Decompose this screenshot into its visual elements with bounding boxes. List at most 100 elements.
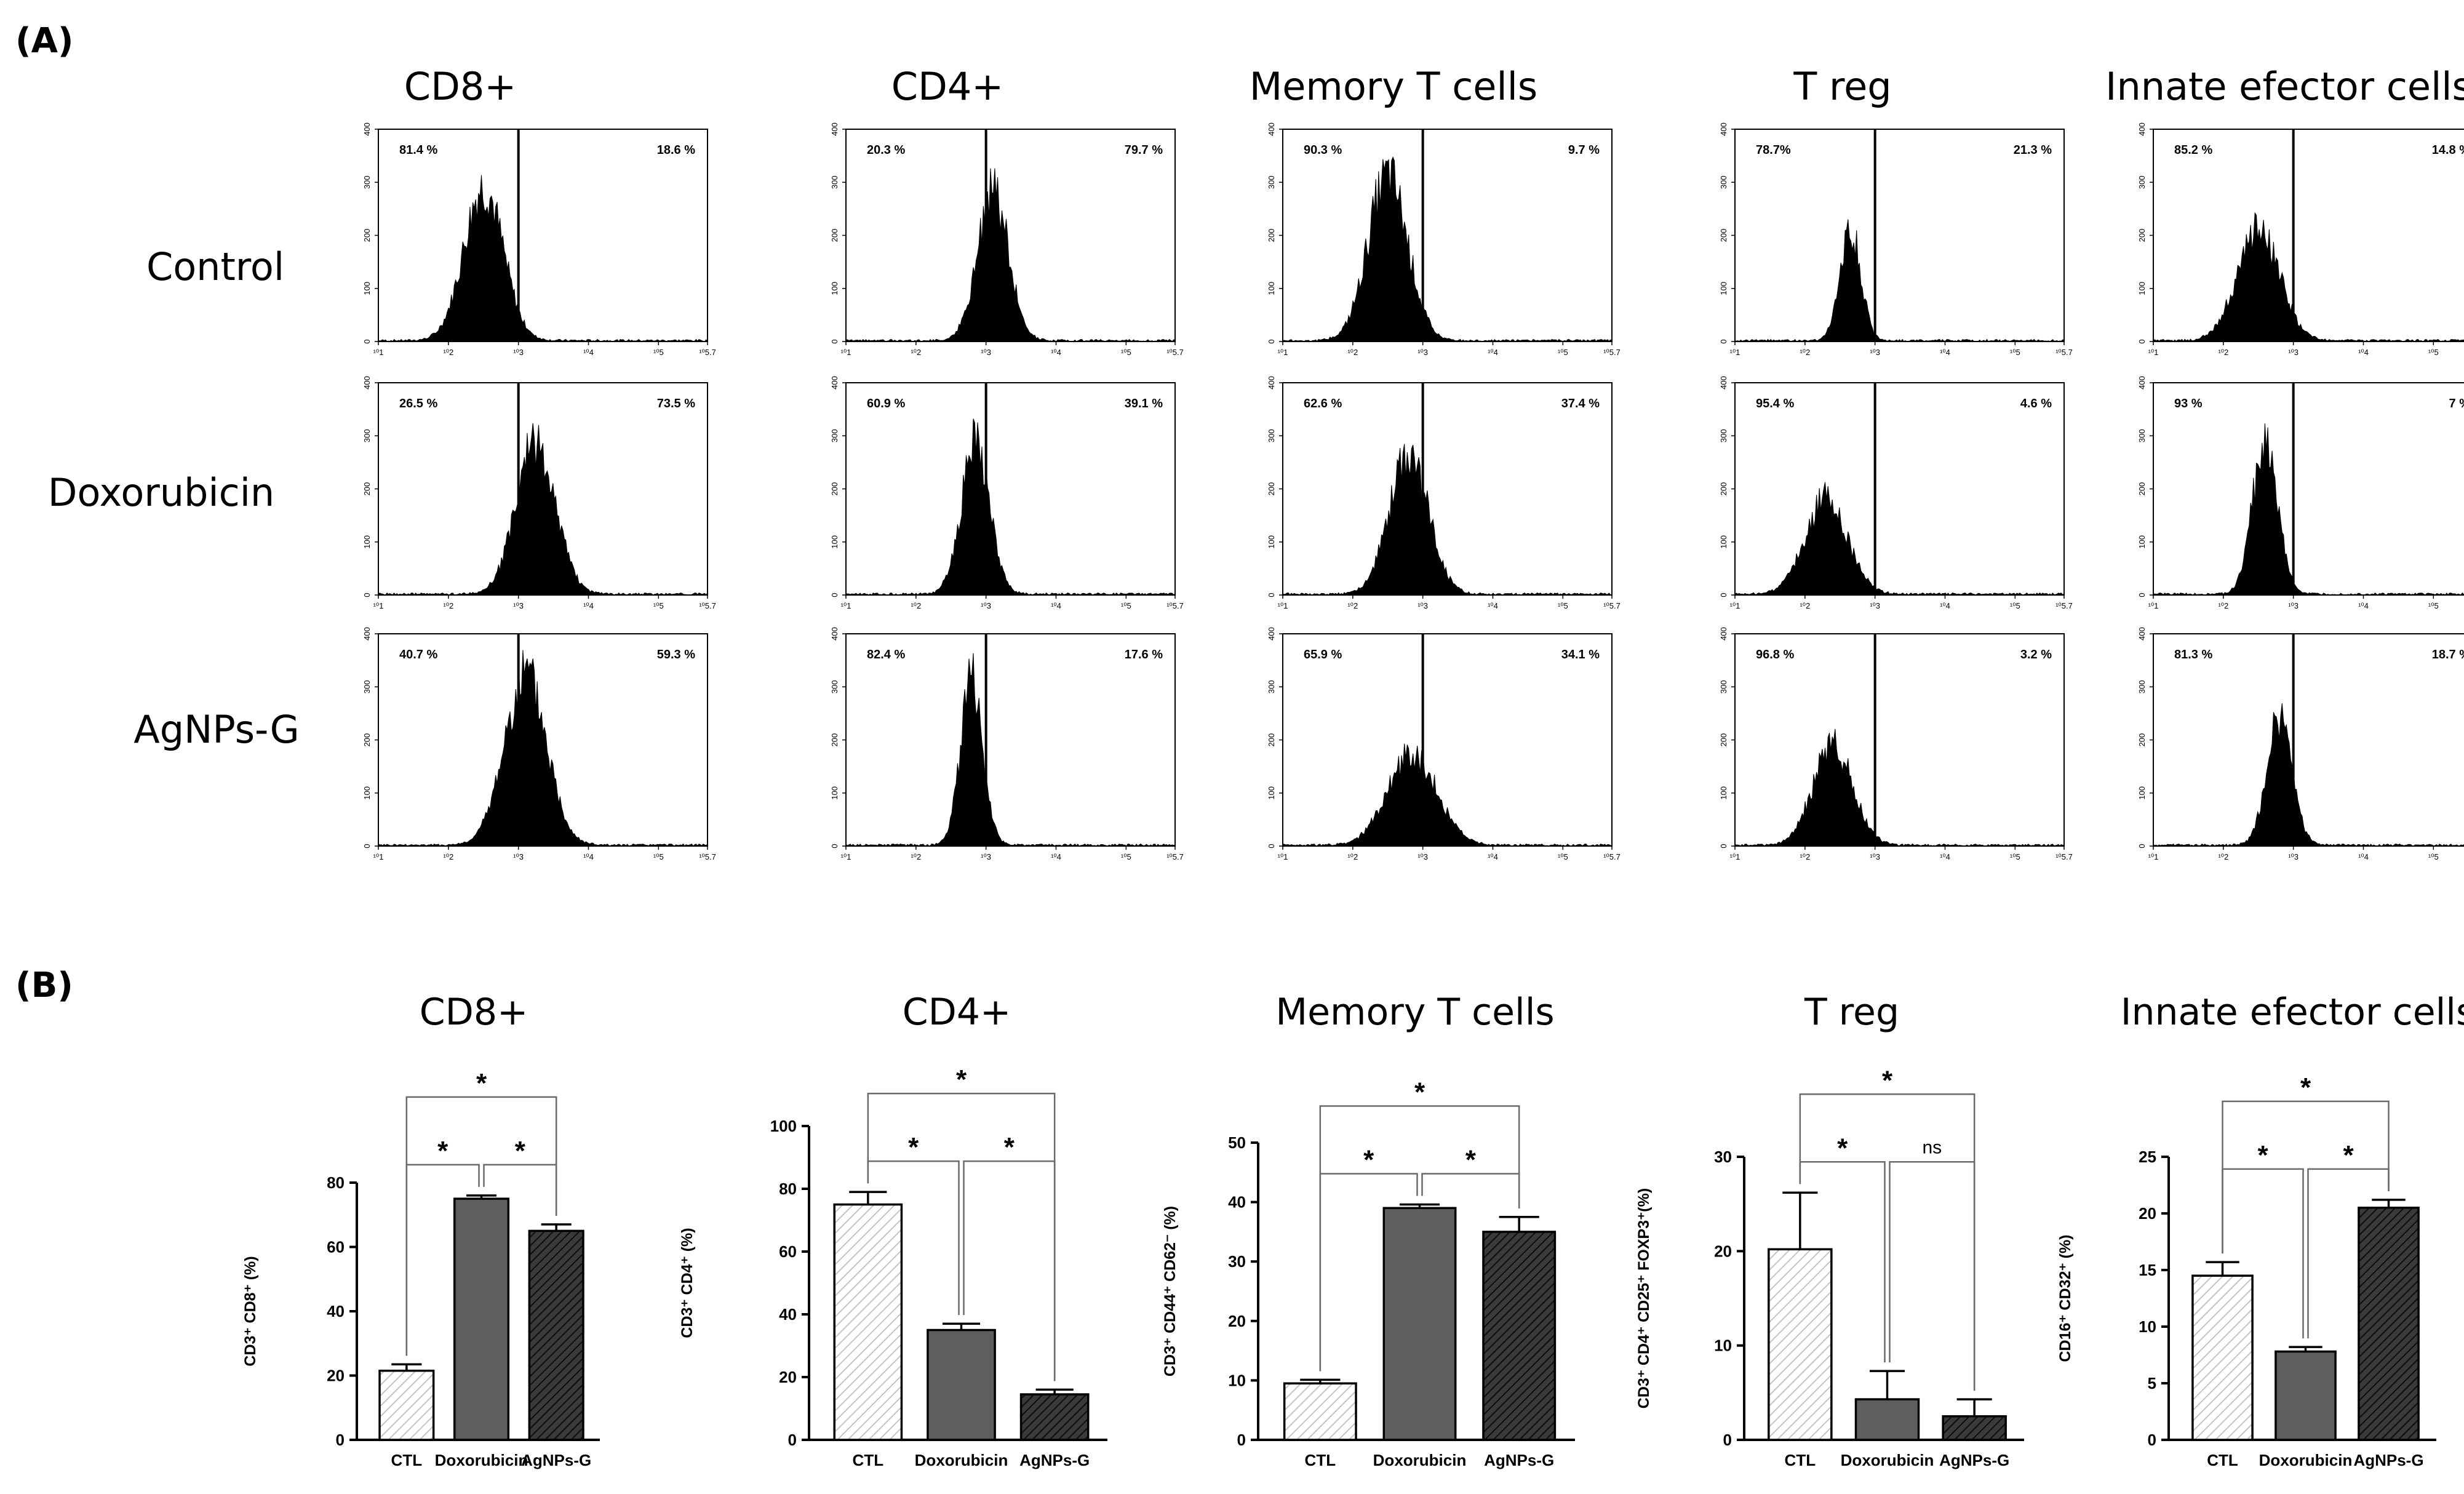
histogram-y-tick-label: 300 [2137,429,2147,442]
histogram-x-tick-label: ¹⁰2 [1347,601,1358,610]
significance-label: * [1837,1133,1848,1163]
histogram-y-tick-label: 0 [2137,593,2147,597]
histogram-y-tick-label: 400 [2137,376,2147,389]
significance-bracket [1889,1161,1976,1391]
histogram-x-tick-label: ¹⁰5.7 [1603,601,1621,610]
significance-label: * [1004,1132,1015,1162]
histogram-row-labels: Control Doxorubicin AgNPs-G [48,244,300,752]
histogram-frame [2153,633,2464,847]
histogram-x-tick-label: ¹⁰4 [1051,601,1061,610]
histogram-x-tick-label: ¹⁰1 [841,601,851,610]
histogram-frame [2153,129,2464,342]
y-tick-label: 20 [779,1368,797,1386]
histogram-y-tick-label: 300 [1267,680,1276,693]
histogram-x-tick-label: ¹⁰2 [1347,348,1358,357]
histogram-x-tick-label: ¹⁰5.7 [699,601,716,610]
histogram-x-tick-label: ¹⁰3 [2288,601,2299,610]
x-tick-label: Doxorubicin [1373,1451,1467,1469]
gate-right-percent: 14.8 % [2432,143,2464,157]
significance-label: * [908,1132,919,1162]
histogram-x-tick-label: ¹⁰5 [1558,601,1568,610]
histogram-x-tick-label: ¹⁰1 [2148,348,2159,357]
significance-label: ns [1922,1137,1942,1157]
significance-bracket [867,1092,1056,1381]
y-tick-label: 15 [2139,1261,2156,1279]
gate-left-percent: 90.3 % [1304,143,1342,157]
histogram-y-tick-label: 100 [830,535,839,549]
significance-label: * [1414,1077,1425,1107]
histogram-x-tick-label: ¹⁰1 [841,852,851,861]
y-tick-label: 80 [779,1180,797,1198]
hist-row-label: Doxorubicin [48,470,274,515]
y-axis-label: CD3⁺ CD4⁺ (%) [679,1228,696,1338]
histogram-x-tick-label: ¹⁰2 [1800,852,1810,861]
histogram-plot: 0 100 200 300 400 ¹⁰1 ¹⁰2 ¹⁰3 ¹⁰4 ¹⁰5 ¹⁰5.7 95.4 % 4… [1719,376,2073,610]
gate-left-percent: 26.5 % [399,397,437,410]
y-tick-label: 80 [327,1173,345,1192]
gate-left-percent: 20.3 % [867,143,905,157]
histogram-y-tick-label: 300 [830,680,839,693]
histogram-x-tick-label: ¹⁰3 [1417,348,1428,357]
bar [2275,1350,2337,1441]
histogram-x-tick-label: ¹⁰4 [1488,348,1498,357]
gate-right-percent: 17.6 % [1125,648,1163,661]
y-axis-label: CD3⁺ CD44⁺ CD62⁻ (%) [1162,1206,1179,1376]
y-tick-label: 0 [788,1431,797,1449]
gate-left-percent: 60.9 % [867,397,905,410]
histogram-x-tick-label: ¹⁰5.7 [1603,348,1621,357]
y-axis-label: CD3⁺ CD8⁺ (%) [242,1256,259,1366]
x-tick-label: AgNPs-G [521,1451,591,1469]
histogram-x-tick-label: ¹⁰5 [2010,852,2020,861]
histogram-x-tick-label: ¹⁰1 [841,348,851,357]
histogram-x-tick-label: ¹⁰3 [513,601,524,610]
bar [1854,1398,1920,1441]
bar [1482,1231,1557,1441]
bar [1283,1382,1357,1441]
histogram-x-tick-label: ¹⁰2 [911,348,921,357]
histogram-x-tick-label: ¹⁰1 [1730,348,1740,357]
histogram-x-tick-label: ¹⁰1 [373,348,384,357]
panel-a-label: (A) [15,21,74,61]
histogram-x-tick-label: ¹⁰3 [981,601,991,610]
gate-left-percent: 62.6 % [1304,397,1342,410]
histogram-x-tick-label: ¹⁰1 [1278,852,1288,861]
histogram-y-tick-label: 0 [830,593,839,597]
y-tick-label: 20 [2139,1204,2156,1223]
x-tick-label: AgNPs-G [1939,1451,2009,1469]
significance-bracket [1421,1173,1520,1208]
bar [528,1229,584,1441]
histogram-y-tick-label: 200 [1719,733,1728,747]
significance-bracket [1319,1105,1520,1372]
histogram-y-tick-label: 400 [362,627,372,641]
histogram-x-tick-label: ¹⁰2 [1347,852,1358,861]
histogram-y-tick-label: 300 [362,680,372,693]
histogram-x-tick-label: ¹⁰4 [1488,601,1498,610]
histogram-frame [2153,382,2464,596]
histogram-y-tick-label: 400 [362,122,372,136]
x-tick-label: AgNPs-G [2353,1451,2423,1469]
histogram-x-tick-label: ¹⁰5.7 [1166,601,1184,610]
x-tick-label: CTL [1305,1451,1336,1469]
y-tick-label: 0 [1237,1431,1246,1449]
y-tick-label: 100 [770,1117,797,1135]
histogram-distribution [1282,444,1613,596]
histogram-y-tick-label: 0 [1267,844,1276,848]
histogram-y-tick-label: 100 [362,786,372,800]
histogram-x-tick-label: ¹⁰5.7 [1166,852,1184,861]
histogram-plot: 0 100 200 300 400 ¹⁰1 ¹⁰2 ¹⁰3 ¹⁰4 ¹⁰5 ¹⁰5.7 20.3 % 7… [830,122,1184,357]
gate-left-percent: 82.4 % [867,648,905,661]
x-tick-label: Doxorubicin [1841,1451,1934,1469]
gate-left-percent: 85.2 % [2174,143,2212,157]
histogram-plot: 0 100 200 300 400 ¹⁰1 ¹⁰2 ¹⁰3 ¹⁰4 ¹⁰5 ¹⁰5.7 82.4 % 1… [830,627,1184,861]
histogram-y-tick-label: 100 [362,535,372,549]
x-tick-label: Doxorubicin [435,1451,528,1469]
histogram-plot: 0 100 200 300 400 ¹⁰1 ¹⁰2 ¹⁰3 ¹⁰4 ¹⁰5 ¹⁰5.7 62.6 % 3… [1267,376,1621,610]
histogram-x-tick-label: ¹⁰5 [2428,348,2439,357]
histogram-y-tick-label: 100 [830,282,839,295]
histogram-x-tick-label: ¹⁰5 [1558,852,1568,861]
histogram-frame [845,633,1176,847]
histogram-y-tick-label: 100 [2137,535,2147,549]
